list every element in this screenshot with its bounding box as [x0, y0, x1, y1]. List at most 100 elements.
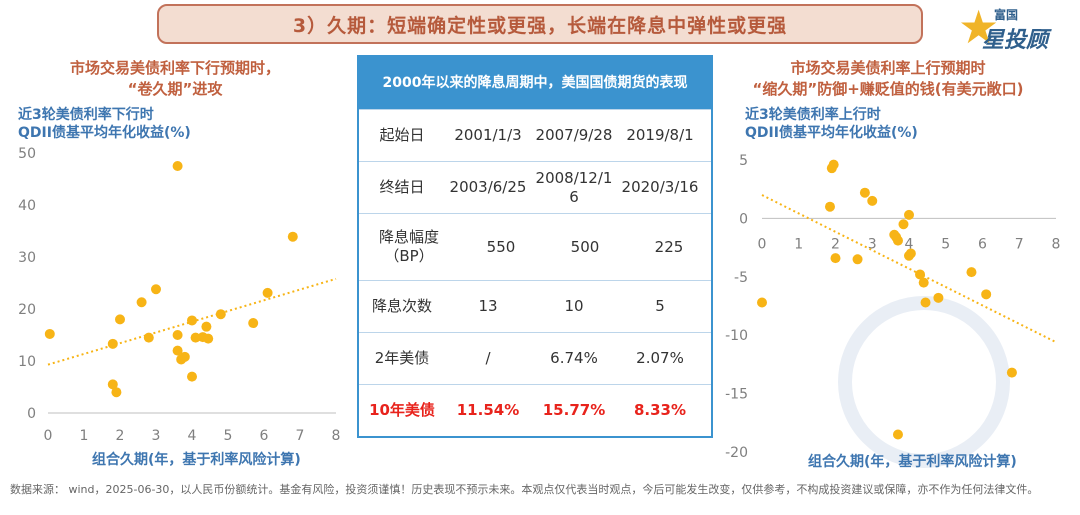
x-tick-label: 4 — [188, 428, 197, 444]
x-tick-label: 3 — [868, 236, 877, 252]
x-tick-label: 6 — [978, 236, 987, 252]
y-tick-label: 10 — [18, 354, 36, 370]
data-point — [151, 284, 161, 295]
x-tick-label: 0 — [758, 236, 767, 252]
right-x-axis-label: 组合久期(年，基于利率风险计算) — [808, 454, 1017, 470]
data-point — [215, 309, 226, 320]
x-tick-label: 5 — [941, 236, 950, 252]
data-point — [920, 297, 931, 308]
data-point — [867, 195, 878, 206]
data-point — [830, 253, 841, 264]
x-tick-label: 8 — [1052, 236, 1061, 252]
data-point — [966, 267, 977, 278]
x-tick-label: 6 — [260, 428, 269, 444]
x-tick-label: 0 — [44, 428, 53, 444]
data-point — [892, 429, 903, 440]
logo-company: 富国 — [994, 8, 1019, 22]
table-row-label: 终结日 — [379, 178, 425, 196]
table-row: 终结日 2003/6/25 2008/12/16 2020/3/16 — [359, 161, 711, 213]
table-cell: 2019/8/1 — [626, 126, 694, 144]
y-tick-label: 0 — [739, 211, 748, 227]
data-point — [933, 292, 944, 303]
right-panel-title: 市场交易美债利率上行预期时 “缩久期”防御+赚贬值的钱(有美元敞口) — [708, 58, 1068, 100]
table-cell: 500 — [570, 237, 600, 256]
footnote: 数据来源： wind，2025-06-30，以人民币份额统计。基金有风险，投资须… — [10, 483, 1039, 496]
right-y-note-line1: 近3轮美债利率上行时 — [745, 107, 881, 123]
y-tick-label: 5 — [739, 153, 748, 169]
left-y-note: 近3轮美债利率下行时 QDII债基平均年化收益(%) — [18, 106, 191, 142]
table-cell: 225 — [654, 237, 684, 256]
table-row-label: 降息幅度（BP） — [378, 228, 439, 265]
data-point — [201, 321, 212, 332]
y-tick-label: -10 — [725, 328, 748, 344]
table-cell: 2020/3/16 — [621, 178, 699, 196]
table-cell: 5 — [655, 297, 665, 315]
table-cell: 550 — [486, 237, 516, 256]
y-tick-label: -20 — [725, 445, 748, 461]
data-point — [107, 379, 118, 390]
data-point — [172, 161, 183, 171]
table-cell: 8.33% — [633, 401, 687, 419]
data-point — [44, 328, 55, 339]
y-tick-label: 30 — [18, 250, 36, 266]
x-tick-label: 2 — [116, 428, 125, 444]
table-cell: 2008/12/16 — [535, 168, 613, 206]
data-point — [859, 187, 870, 198]
table-cell: 2007/9/28 — [535, 126, 613, 144]
data-point — [287, 231, 298, 242]
data-point — [187, 371, 197, 382]
table-header: 2000年以来的降息周期中，美国国债期货的表现 — [359, 57, 711, 109]
data-point — [824, 201, 835, 212]
x-tick-label: 4 — [905, 236, 914, 252]
y-tick-label: 0 — [27, 406, 36, 422]
y-tick-label: 40 — [18, 198, 36, 214]
data-point — [828, 159, 839, 170]
table-cell: 10 — [564, 297, 584, 315]
data-point — [905, 248, 916, 259]
data-point — [179, 351, 190, 362]
data-point — [757, 297, 767, 308]
left-y-note-line1: 近3轮美债利率下行时 — [18, 107, 154, 123]
data-point — [111, 387, 122, 398]
x-tick-label: 5 — [224, 428, 233, 444]
data-point — [143, 332, 154, 343]
table-cell: 2001/1/3 — [454, 126, 522, 144]
data-point — [172, 330, 183, 340]
rate-cut-table: 2000年以来的降息周期中，美国国债期货的表现 起始日 2001/1/3 2007/… — [357, 55, 713, 438]
data-point — [172, 345, 183, 356]
x-tick-label: 8 — [332, 428, 341, 444]
data-point — [852, 254, 863, 265]
left-title-line1: 市场交易美债利率下行预期时， — [69, 59, 280, 77]
page-title: 3）久期：短端确定性或更强，长端在降息中弹性或更强 — [292, 14, 788, 37]
table-cell: / — [485, 349, 491, 367]
data-point — [262, 287, 273, 298]
table-row-label: 10年美债 — [369, 401, 435, 419]
table-row-label: 2年美债 — [374, 349, 430, 367]
table-cell: 2.07% — [636, 349, 684, 367]
right-y-note-line2: QDII债基平均年化收益(%) — [745, 125, 918, 141]
table-row: 2年美债 / 6.74% 2.07% — [359, 332, 711, 384]
table-row: 降息幅度（BP） 550 500 225 — [359, 213, 711, 280]
title-banner: 3）久期：短端确定性或更强，长端在降息中弹性或更强 — [157, 4, 923, 44]
data-point — [918, 277, 929, 288]
x-tick-label: 3 — [152, 428, 161, 444]
data-point — [915, 269, 926, 280]
right-y-note: 近3轮美债利率上行时 QDII债基平均年化收益(%) — [745, 106, 918, 142]
data-point — [1006, 367, 1017, 378]
data-point — [898, 219, 909, 230]
data-point — [981, 289, 992, 300]
data-point — [187, 315, 197, 326]
data-point — [107, 338, 118, 349]
left-panel-title: 市场交易美债利率下行预期时， “卷久期”进攻 — [30, 58, 320, 100]
star-icon: ★ — [958, 0, 1000, 54]
table-cell: 15.77% — [542, 401, 606, 419]
x-tick-label: 1 — [80, 428, 89, 444]
data-point — [904, 209, 914, 220]
left-x-axis-label: 组合久期(年，基于利率风险计算) — [92, 452, 301, 468]
left-y-note-line2: QDII债基平均年化收益(%) — [18, 125, 191, 141]
table-row-label: 降息次数 — [371, 297, 432, 315]
x-tick-label: 1 — [794, 236, 803, 252]
table-row: 10年美债 11.54% 15.77% 8.33% — [359, 384, 711, 436]
y-tick-label: -15 — [725, 387, 748, 403]
data-point — [190, 332, 201, 343]
